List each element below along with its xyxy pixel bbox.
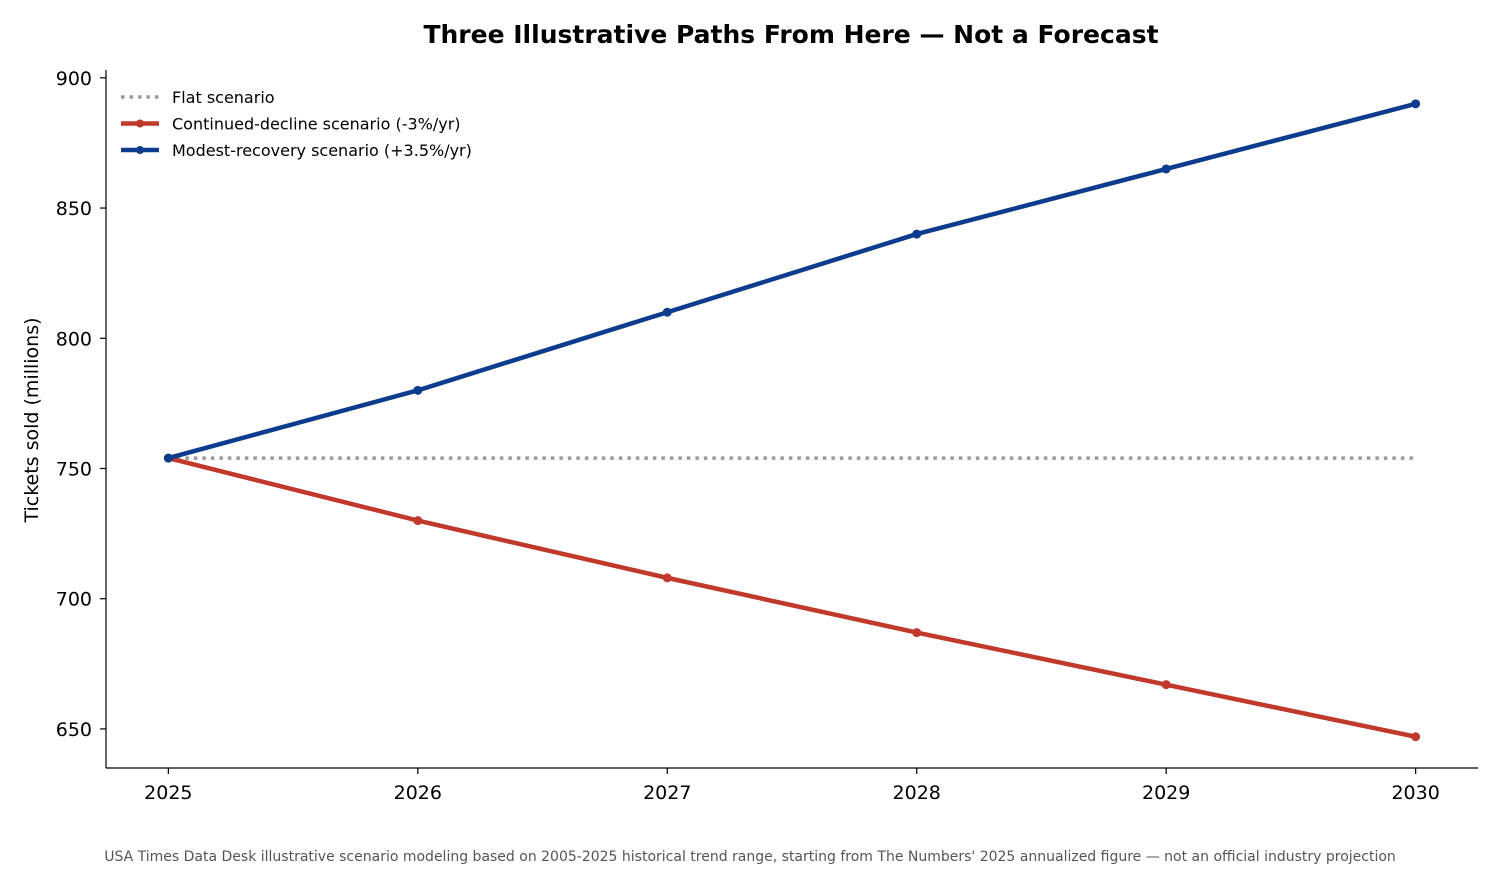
legend-entry: Modest-recovery scenario (+3.5%/yr) <box>121 141 472 160</box>
x-tick-label: 2025 <box>144 782 192 804</box>
y-tick-label: 700 <box>56 589 92 611</box>
y-tick-label: 650 <box>56 719 92 741</box>
data-point <box>912 628 922 638</box>
series-2 <box>163 99 1421 463</box>
legend-label: Continued-decline scenario (-3%/yr) <box>172 115 461 134</box>
data-point <box>413 385 423 395</box>
series-line <box>166 101 1418 461</box>
legend-entry: Continued-decline scenario (-3%/yr) <box>121 115 461 134</box>
legend-entry: Flat scenario <box>121 88 275 107</box>
data-point <box>1161 680 1171 690</box>
legend-label: Flat scenario <box>172 88 275 107</box>
data-point <box>1411 732 1421 742</box>
series-1 <box>163 453 1421 742</box>
data-point <box>1161 164 1171 174</box>
y-tick-label: 850 <box>56 198 92 220</box>
data-point <box>413 516 423 526</box>
legend-marker <box>136 146 144 154</box>
data-point <box>163 453 173 463</box>
data-point <box>912 229 922 239</box>
series-layer <box>163 99 1421 742</box>
x-tick-label: 2030 <box>1391 782 1439 804</box>
source-footnote: USA Times Data Desk illustrative scenari… <box>104 849 1396 865</box>
y-tick-label: 750 <box>56 458 92 480</box>
y-tick-label: 900 <box>56 68 92 90</box>
chart-axes <box>105 70 1478 769</box>
x-axis-ticks: 2025 2026 2027 2028 2029 2030 <box>144 768 1440 804</box>
y-axis-ticks: 650 700 750 800 850 900 <box>56 68 106 741</box>
x-tick-label: 2028 <box>893 782 941 804</box>
data-point <box>662 307 672 317</box>
data-point <box>1411 99 1421 109</box>
data-point <box>662 573 672 583</box>
series-line <box>166 455 1418 739</box>
x-tick-label: 2027 <box>643 782 691 804</box>
x-tick-label: 2026 <box>394 782 442 804</box>
legend-label: Modest-recovery scenario (+3.5%/yr) <box>172 141 472 160</box>
chart-title: Three Illustrative Paths From Here — Not… <box>423 20 1158 49</box>
x-tick-label: 2029 <box>1142 782 1190 804</box>
y-axis-label: Tickets sold (millions) <box>21 317 43 523</box>
legend: Flat scenario Continued-decline scenario … <box>121 88 472 160</box>
y-tick-label: 800 <box>56 328 92 350</box>
legend-marker <box>136 119 144 128</box>
